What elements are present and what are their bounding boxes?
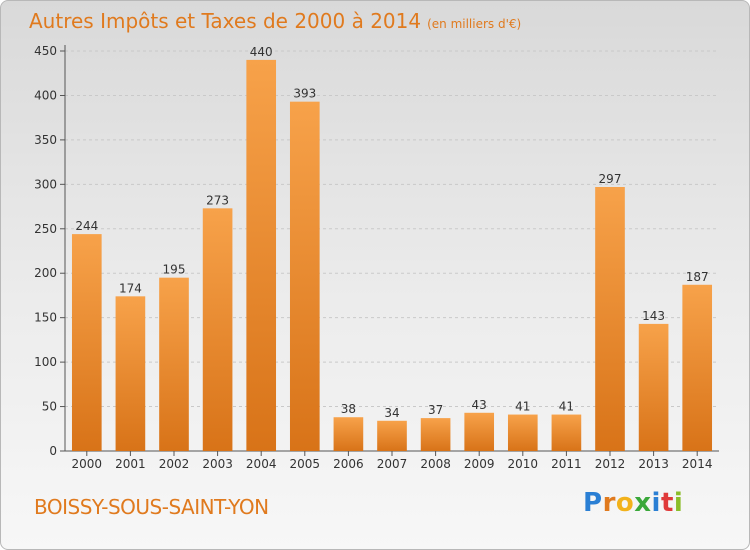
- y-tick-label: 150: [34, 311, 57, 325]
- logo-letter: t: [660, 488, 674, 518]
- bar-2008: [420, 418, 451, 451]
- x-tick-label-2010: 2010: [508, 457, 539, 471]
- x-tick-labels: 2000 2001 2002 2003 2004 2005 2006 2007 2008 2009…: [72, 457, 713, 471]
- x-tick-label-2012: 2012: [595, 457, 626, 471]
- bar-2010: [507, 414, 538, 451]
- x-tick-label-2007: 2007: [377, 457, 408, 471]
- y-tick-label: 50: [42, 400, 57, 414]
- x-tick-label-2011: 2011: [551, 457, 582, 471]
- x-tick-label-2008: 2008: [420, 457, 451, 471]
- chart-unit: (en milliers d'€): [427, 17, 522, 31]
- x-tick-label-2006: 2006: [333, 457, 364, 471]
- commune-name: BOISSY-SOUS-SAINT-YON: [34, 495, 269, 519]
- value-label-2000: 244: [75, 219, 98, 233]
- value-label-2002: 195: [163, 263, 186, 277]
- y-tick-label: 450: [34, 44, 57, 58]
- value-label-2012: 297: [599, 172, 622, 186]
- bar-2003: [202, 208, 233, 451]
- bar-2013: [638, 323, 669, 451]
- bar-2002: [159, 277, 189, 451]
- logo-letter: o: [615, 488, 635, 518]
- value-label-2004: 440: [250, 45, 273, 59]
- chart-title-text: Autres Impôts et Taxes de 2000 à 2014: [29, 9, 422, 33]
- x-tick-label-2004: 2004: [246, 457, 277, 471]
- x-tick-label-2001: 2001: [115, 457, 146, 471]
- x-tick-label-2005: 2005: [290, 457, 321, 471]
- value-label-2001: 174: [119, 281, 142, 295]
- bar-2004: [246, 59, 277, 452]
- y-tick-label: 100: [34, 355, 57, 369]
- x-tick-label-2013: 2013: [638, 457, 669, 471]
- value-label-2007: 34: [384, 406, 399, 420]
- bar-2007: [377, 420, 407, 451]
- bar-2000: [71, 234, 102, 451]
- logo-letter: P: [583, 488, 603, 518]
- x-tick-label-2000: 2000: [72, 457, 103, 471]
- y-tick-label: 250: [34, 222, 57, 236]
- logo-letter: x: [634, 488, 652, 518]
- y-tick-labels: 0 50 100 150 200 250 300 350 400 450: [34, 44, 57, 458]
- value-label-2009: 43: [472, 398, 487, 412]
- bar-2012: [595, 187, 625, 451]
- value-label-2013: 143: [642, 309, 665, 323]
- x-tick-label-2002: 2002: [159, 457, 190, 471]
- value-label-2005: 393: [293, 87, 316, 101]
- logo-letter: i: [673, 488, 684, 518]
- bar-2005: [289, 101, 320, 452]
- value-label-2008: 37: [428, 403, 443, 417]
- logo-letter: i: [651, 488, 661, 518]
- x-tick-label-2014: 2014: [682, 457, 713, 471]
- x-tick-label-2003: 2003: [202, 457, 233, 471]
- value-label-2003: 273: [206, 193, 229, 207]
- value-labels: 244 174 195 273 440 393 38 34 37 43 41 41 297 143 187: [75, 45, 708, 420]
- proxiti-logo[interactable]: Proxiti: [583, 488, 683, 518]
- x-tick-label-2009: 2009: [464, 457, 495, 471]
- bar-2001: [115, 296, 146, 451]
- y-tick-label: 350: [34, 133, 57, 147]
- logo-letter: r: [602, 488, 616, 518]
- y-tick-label: 400: [34, 88, 57, 102]
- bar-2006: [333, 417, 364, 451]
- value-label-2011: 41: [559, 400, 574, 414]
- bar-2009: [464, 412, 495, 451]
- bar-2011: [551, 414, 582, 451]
- chart-title: Autres Impôts et Taxes de 2000 à 2014 (en…: [29, 9, 521, 33]
- y-tick-label: 0: [49, 444, 57, 458]
- value-label-2006: 38: [341, 402, 356, 416]
- bars: [71, 59, 713, 452]
- bar-2014: [682, 284, 713, 451]
- y-tick-label: 200: [34, 266, 57, 280]
- value-label-2010: 41: [515, 400, 530, 414]
- value-label-2014: 187: [686, 270, 709, 284]
- y-tick-label: 300: [34, 177, 57, 191]
